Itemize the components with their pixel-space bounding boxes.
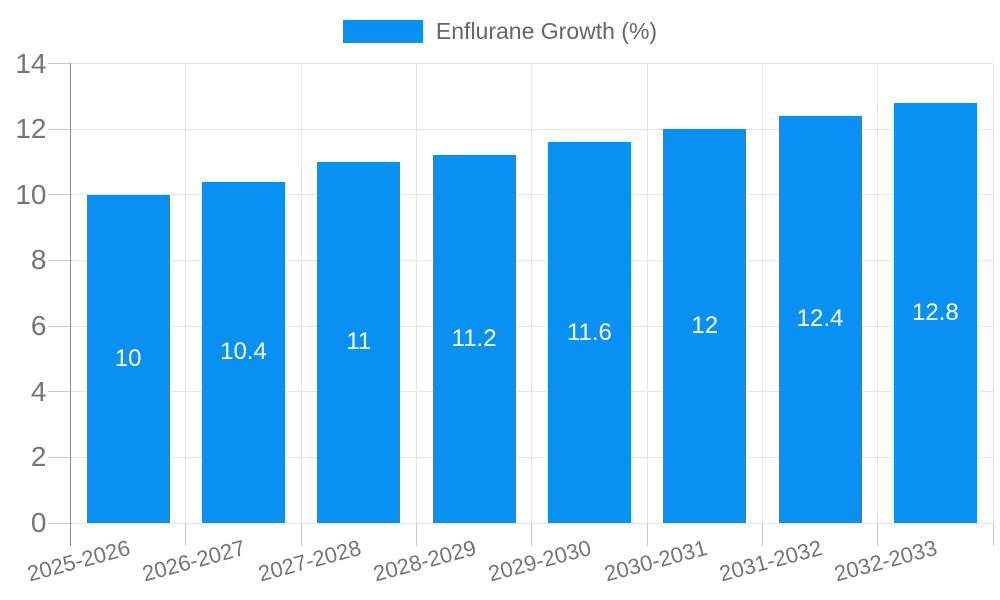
legend-label: Enflurane Growth (%) — [435, 18, 658, 44]
x-grid-line — [300, 63, 302, 523]
x-tick-label: 2031-2032 — [716, 535, 825, 587]
bar[interactable]: 12 — [663, 129, 747, 523]
y-tick-label: 10 — [15, 178, 47, 210]
x-tick-mark — [761, 523, 763, 546]
bar-value-label: 11 — [346, 328, 372, 356]
x-tick-label: 2032-2033 — [831, 535, 940, 587]
x-grid-line — [877, 63, 879, 523]
legend[interactable]: Enflurane Growth (%) — [0, 18, 1000, 45]
y-tick-mark — [47, 194, 71, 196]
y-tick-mark — [47, 522, 71, 524]
x-grid-line — [646, 63, 648, 523]
bar-value-label: 10.4 — [220, 338, 267, 366]
y-tick-mark — [47, 128, 71, 130]
bar-value-label: 11.2 — [451, 325, 497, 353]
x-grid-line — [992, 63, 994, 523]
y-tick-label: 4 — [30, 375, 47, 407]
bar[interactable]: 11.6 — [547, 142, 631, 523]
x-tick-mark — [300, 523, 302, 546]
y-tick-mark — [47, 391, 71, 393]
bar[interactable]: 12.8 — [893, 102, 977, 523]
y-tick-label: 0 — [30, 507, 47, 538]
x-tick-label: 2028-2029 — [370, 535, 479, 587]
y-tick-mark — [47, 325, 71, 327]
x-tick-mark — [531, 523, 533, 546]
x-grid-line — [531, 63, 533, 523]
x-tick-label: 2029-2030 — [485, 535, 594, 587]
x-tick-label: 2030-2031 — [601, 535, 710, 587]
x-grid-line — [185, 63, 187, 523]
bar-value-label: 12.8 — [911, 298, 959, 326]
y-tick-mark — [47, 456, 71, 458]
x-grid-line — [415, 63, 417, 523]
bar-value-label: 12 — [691, 312, 719, 340]
legend-swatch — [342, 20, 423, 43]
y-tick-label: 2 — [30, 441, 47, 473]
y-tick-label: 6 — [30, 310, 47, 342]
x-tick-mark — [415, 523, 417, 546]
bar[interactable]: 10.4 — [201, 181, 285, 523]
y-tick-label: 14 — [15, 47, 47, 79]
bar[interactable]: 11.2 — [432, 155, 516, 523]
bar[interactable]: 12.4 — [778, 116, 862, 523]
bar-value-label: 11.6 — [566, 318, 612, 346]
bar[interactable]: 11 — [317, 161, 401, 523]
y-axis-line — [69, 62, 72, 546]
x-tick-mark — [185, 523, 187, 546]
y-tick-label: 12 — [15, 113, 47, 145]
bar-value-label: 12.4 — [796, 305, 844, 333]
x-tick-label: 2025-2026 — [24, 535, 133, 587]
x-tick-mark — [877, 523, 879, 546]
x-tick-label: 2027-2028 — [255, 535, 364, 587]
x-grid-line — [761, 63, 763, 523]
y-tick-label: 8 — [30, 244, 47, 276]
bar[interactable]: 10 — [86, 194, 170, 523]
x-tick-label: 2026-2027 — [139, 535, 248, 587]
y-tick-mark — [47, 63, 71, 64]
x-tick-mark — [646, 523, 648, 546]
x-tick-mark — [992, 523, 994, 546]
bar-value-label: 10 — [114, 344, 142, 372]
y-tick-mark — [47, 259, 71, 261]
